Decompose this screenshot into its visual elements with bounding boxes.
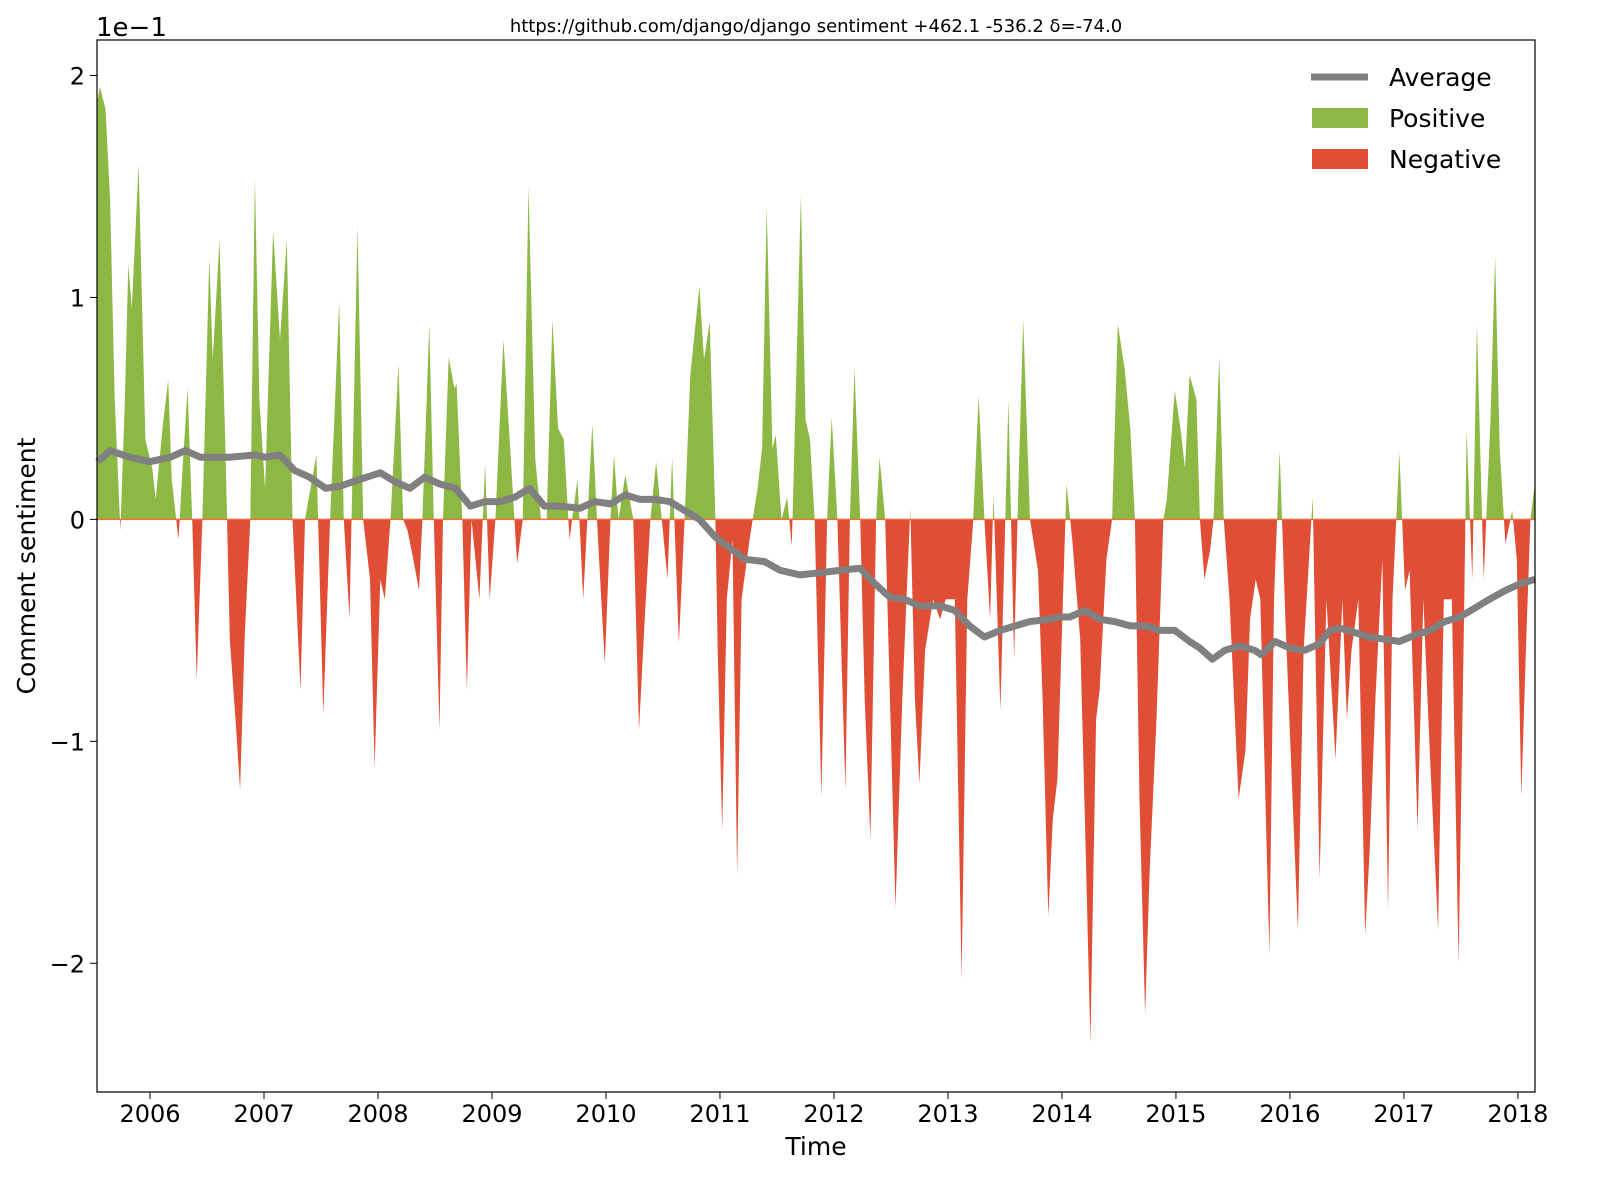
legend: Average Positive Negative bbox=[1311, 63, 1501, 174]
positive-area bbox=[97, 86, 1535, 520]
y-tick-label: 1 bbox=[70, 284, 85, 312]
x-tick-label: 2016 bbox=[1259, 1100, 1320, 1128]
legend-label: Negative bbox=[1389, 145, 1501, 174]
y-axis-label: Comment sentiment bbox=[12, 437, 41, 694]
x-axis-label: Time bbox=[784, 1132, 846, 1161]
y-tick-label: 2 bbox=[70, 63, 85, 91]
legend-label: Positive bbox=[1389, 104, 1485, 133]
legend-positive-swatch bbox=[1312, 108, 1368, 128]
x-tick-label: 2008 bbox=[347, 1100, 408, 1128]
y-offset-text: 1e−1 bbox=[96, 13, 167, 43]
x-tick-label: 2011 bbox=[689, 1100, 750, 1128]
y-tick-label: −2 bbox=[50, 950, 85, 978]
y-tick-label: −1 bbox=[50, 728, 85, 756]
x-tick-label: 2014 bbox=[1031, 1100, 1092, 1128]
x-tick-label: 2012 bbox=[803, 1100, 864, 1128]
plot-frame bbox=[96, 39, 1536, 1093]
x-tick-label: 2009 bbox=[461, 1100, 522, 1128]
x-tick-label: 2017 bbox=[1373, 1100, 1434, 1128]
x-tick-label: 2015 bbox=[1145, 1100, 1206, 1128]
negative-area bbox=[119, 519, 1531, 1044]
x-tick-label: 2013 bbox=[917, 1100, 978, 1128]
x-tick-label: 2006 bbox=[119, 1100, 180, 1128]
legend-label: Average bbox=[1389, 63, 1492, 92]
x-tick-label: 2007 bbox=[233, 1100, 294, 1128]
x-tick-label: 2018 bbox=[1487, 1100, 1548, 1128]
x-tick-label: 2010 bbox=[575, 1100, 636, 1128]
average-line bbox=[95, 447, 1537, 663]
chart-title: https://github.com/django/django sentime… bbox=[510, 16, 1122, 37]
legend-negative-swatch bbox=[1312, 149, 1368, 169]
y-tick-label: 0 bbox=[70, 506, 85, 534]
